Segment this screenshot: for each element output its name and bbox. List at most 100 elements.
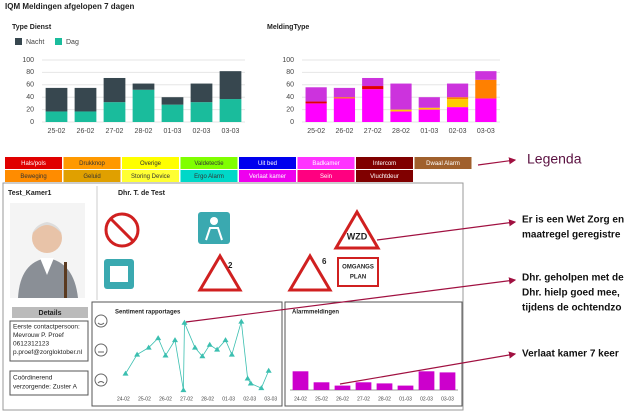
- bar-segment: [161, 104, 184, 122]
- point: [247, 380, 254, 386]
- annotation: Dhr. hielp goed mee,: [522, 288, 620, 299]
- bar-segment: [74, 87, 97, 112]
- point: [265, 367, 272, 373]
- contact-line: 0612312123: [13, 341, 50, 348]
- bar-segment: [190, 83, 213, 103]
- annotation: Verlaat kamer 7 keer: [522, 349, 619, 360]
- bar-segment: [333, 87, 356, 98]
- legenda-label: Drukknop: [79, 161, 105, 167]
- point: [238, 318, 245, 324]
- bar-segment: [446, 97, 469, 100]
- bar-segment: [362, 86, 384, 90]
- x-tick-label: 28-02: [378, 396, 391, 402]
- point: [244, 375, 251, 381]
- bar-segment: [475, 98, 497, 122]
- legenda-swatch: [5, 170, 62, 182]
- legenda-swatch: [180, 170, 238, 182]
- y-tick-label: 100: [282, 57, 294, 64]
- point: [180, 387, 187, 393]
- x-tick-label: 02-03: [243, 396, 256, 402]
- x-tick-label: 25-02: [48, 128, 66, 135]
- icon-label: 6: [322, 257, 327, 266]
- x-tick-label: 26-02: [77, 128, 95, 135]
- x-tick-label: 03-03: [222, 128, 240, 135]
- bar: [376, 383, 393, 390]
- bar: [439, 372, 456, 390]
- x-tick-label: 03-03: [477, 128, 495, 135]
- bar-segment: [45, 111, 68, 122]
- x-tick-label: 28-02: [135, 128, 153, 135]
- bar-segment: [446, 107, 469, 122]
- chart-title: Alarmmeldingen: [292, 310, 339, 316]
- legenda-label: Geluid: [83, 174, 100, 180]
- bar-segment: [390, 109, 412, 112]
- annotation-arrows: [185, 219, 517, 385]
- bar-segment: [475, 79, 497, 99]
- card: [2, 182, 464, 411]
- point: [181, 319, 188, 325]
- point: [172, 337, 178, 343]
- smileys: [94, 314, 108, 387]
- annotation: Er is een Wet Zorg en: [522, 215, 624, 226]
- bar-segment: [103, 77, 126, 103]
- icon-label: OMGANGS: [342, 265, 374, 271]
- legenda-label: Intercom: [373, 161, 396, 167]
- x-tick-label: 25-02: [307, 128, 325, 135]
- x-tick-label: 27-02: [357, 396, 370, 402]
- y-tick-label: 60: [286, 82, 294, 89]
- legenda-label: Badkamer: [312, 161, 339, 167]
- bar-segment: [132, 89, 155, 122]
- annotation: maatregel geregistre: [522, 230, 621, 241]
- x-tick-label: 01-03: [399, 396, 412, 402]
- coordinator-line: verzorgende: Zuster A: [13, 384, 78, 391]
- coordinator-line: Coördinerend: [13, 375, 53, 382]
- x-tick-label: 24-02: [294, 396, 307, 402]
- legenda-swatch: [63, 157, 121, 169]
- bar-segment: [74, 111, 97, 122]
- chart-title: Sentiment rapportages: [115, 310, 181, 316]
- details-button[interactable]: [12, 307, 88, 318]
- legenda-swatch: [356, 170, 413, 182]
- bar-segment: [190, 102, 213, 122]
- legenda-swatch: [414, 157, 472, 169]
- legenda-label: Beweging: [20, 174, 46, 180]
- y-tick-label: 20: [26, 106, 34, 113]
- x-tick-label: 25-02: [315, 396, 328, 402]
- x-tick-label: 26-02: [159, 396, 172, 402]
- y-tick-label: 40: [286, 94, 294, 101]
- bar-segment: [418, 107, 440, 110]
- point: [134, 351, 141, 357]
- bar: [397, 385, 414, 390]
- y-tick-label: 40: [26, 94, 34, 101]
- legenda-swatch: [297, 157, 355, 169]
- bar-segment: [305, 103, 327, 122]
- legenda-label: Verlaat kamer: [249, 174, 286, 180]
- arrow: [477, 157, 517, 166]
- legenda-swatch: [5, 157, 62, 169]
- x-tick-label: 26-02: [336, 396, 349, 402]
- coordinator-box: [9, 370, 89, 396]
- x-tick-label: 01-03: [420, 128, 438, 135]
- x-tick-label: 27-02: [180, 396, 193, 402]
- legenda-label: Dwaal Alarm: [426, 161, 460, 167]
- x-tick-label: 03-03: [441, 396, 454, 402]
- x-tick-label: 01-03: [164, 128, 182, 135]
- legenda-swatch: [180, 157, 238, 169]
- legend-label: Dag: [66, 39, 79, 46]
- point: [206, 341, 213, 347]
- x-tick-label: 03-03: [264, 396, 277, 402]
- contact-line: Eerste contactpersoon:: [13, 324, 80, 331]
- bar-segment: [333, 98, 356, 122]
- icon-label: 2: [228, 261, 233, 270]
- bar-segment: [446, 99, 469, 108]
- page-title: IQM Meldingen afgelopen 7 dagen: [5, 2, 134, 11]
- legenda-swatch: [239, 157, 296, 169]
- bar-segment: [219, 71, 242, 100]
- bar-segment: [103, 102, 126, 122]
- y-tick-label: 20: [286, 106, 294, 113]
- bar-segment: [390, 83, 412, 110]
- bar-segment: [446, 83, 469, 98]
- client-name: Dhr. T. de Test: [118, 190, 166, 197]
- bar-segment: [390, 111, 412, 122]
